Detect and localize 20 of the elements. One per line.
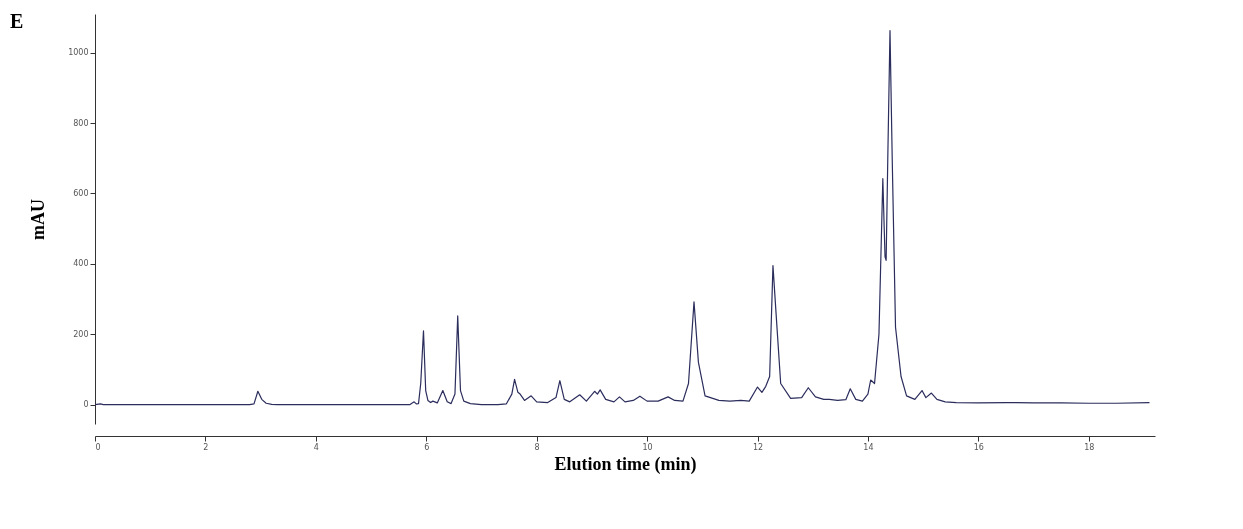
y-axis-title: mAU	[28, 199, 49, 240]
x-tick-label: 2	[203, 442, 209, 452]
y-tick-label: 600	[73, 188, 89, 198]
x-tick-label: 18	[1084, 442, 1095, 452]
x-tick-label: 16	[973, 442, 984, 452]
x-tick-label: 8	[534, 442, 540, 452]
x-tick-label: 4	[313, 442, 319, 452]
x-tick-label: 6	[424, 442, 430, 452]
x-axis-title: Elution time (min)	[554, 453, 697, 475]
x-tick-label: 12	[752, 442, 764, 452]
x-tick-label: 0	[95, 442, 101, 452]
y-tick-label: 200	[73, 329, 89, 339]
y-tick-label: 400	[73, 259, 89, 269]
line-series	[94, 29, 1151, 406]
text: E	[10, 10, 24, 32]
y-tick-label: 800	[73, 118, 89, 128]
x-tick-label: 14	[863, 442, 874, 452]
y-tick-label: 1000	[68, 48, 89, 58]
y-tick-label: 0	[83, 400, 89, 410]
x-tick-label: 10	[642, 442, 653, 452]
